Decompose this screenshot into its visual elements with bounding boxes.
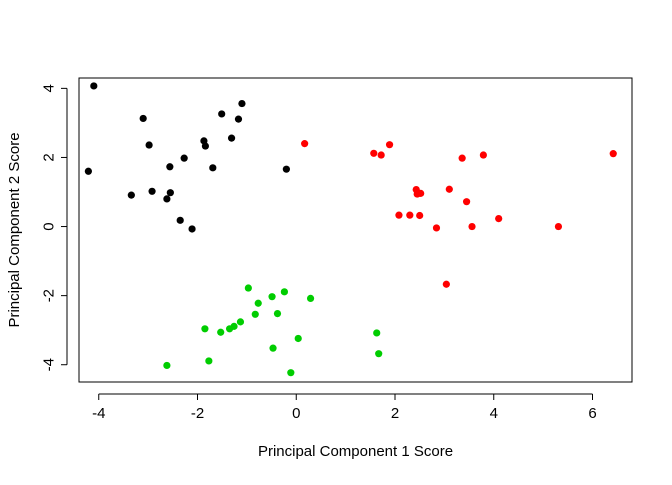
data-point bbox=[268, 293, 276, 301]
data-point bbox=[468, 222, 476, 231]
x-tick-label: -2 bbox=[191, 405, 204, 422]
data-point bbox=[238, 99, 246, 108]
data-point bbox=[479, 151, 487, 159]
data-point bbox=[148, 187, 156, 195]
data-point bbox=[90, 82, 98, 90]
data-point bbox=[269, 344, 277, 352]
x-tick-label: 2 bbox=[391, 405, 399, 422]
data-point bbox=[218, 110, 226, 118]
y-tick-label: 2 bbox=[41, 153, 58, 161]
data-point bbox=[244, 284, 252, 292]
data-point bbox=[205, 357, 213, 365]
data-point bbox=[236, 318, 245, 326]
plot-frame bbox=[78, 77, 633, 383]
y-tick-label: -4 bbox=[41, 358, 58, 371]
data-point bbox=[282, 165, 290, 173]
data-point bbox=[227, 134, 236, 142]
data-point bbox=[201, 325, 209, 333]
data-point bbox=[395, 211, 403, 219]
data-point bbox=[163, 195, 171, 203]
data-point bbox=[188, 225, 196, 233]
data-point bbox=[495, 215, 503, 223]
data-point bbox=[217, 328, 225, 336]
data-point bbox=[462, 198, 471, 206]
data-point bbox=[163, 361, 171, 370]
data-point bbox=[432, 224, 441, 232]
y-axis-label: Principal Component 2 Score bbox=[6, 132, 23, 327]
data-point bbox=[166, 163, 174, 171]
x-tick-label: 4 bbox=[490, 405, 498, 422]
data-point bbox=[234, 115, 243, 123]
data-point bbox=[180, 154, 188, 162]
data-point bbox=[370, 149, 378, 157]
data-point bbox=[84, 167, 92, 175]
data-point bbox=[375, 350, 383, 358]
x-tick-label: 6 bbox=[588, 405, 596, 422]
data-point bbox=[306, 294, 315, 302]
data-point bbox=[458, 154, 466, 162]
data-point bbox=[209, 164, 217, 172]
data-point bbox=[554, 222, 563, 231]
data-point bbox=[417, 189, 425, 197]
data-point bbox=[445, 185, 453, 193]
data-point bbox=[127, 191, 135, 199]
data-point bbox=[139, 114, 147, 123]
y-tick-label: 0 bbox=[41, 222, 58, 230]
data-point bbox=[176, 216, 184, 224]
y-tick-label: -2 bbox=[41, 289, 58, 302]
data-point bbox=[609, 150, 617, 158]
y-tick-label: 4 bbox=[41, 84, 58, 92]
x-tick-label: 0 bbox=[292, 405, 300, 422]
data-point bbox=[373, 329, 381, 337]
data-point bbox=[230, 322, 238, 330]
data-point bbox=[377, 151, 385, 159]
data-points bbox=[84, 82, 617, 377]
data-point bbox=[201, 142, 209, 150]
y-axis: -4 -2 0 2 4 bbox=[41, 84, 68, 371]
data-point bbox=[145, 141, 153, 149]
data-point bbox=[254, 299, 262, 307]
data-point bbox=[406, 211, 414, 219]
data-point bbox=[294, 334, 302, 343]
data-point bbox=[385, 141, 394, 149]
data-point bbox=[416, 211, 424, 220]
x-axis: -4 -2 0 2 4 6 bbox=[92, 393, 597, 422]
data-point bbox=[287, 369, 295, 377]
data-point bbox=[166, 189, 174, 197]
x-tick-label: -4 bbox=[92, 405, 105, 422]
x-axis-label: Principal Component 1 Score bbox=[258, 443, 453, 460]
data-point bbox=[442, 280, 450, 288]
data-point bbox=[301, 140, 309, 148]
data-point bbox=[251, 310, 259, 318]
data-point bbox=[273, 310, 282, 318]
data-point bbox=[280, 288, 288, 296]
